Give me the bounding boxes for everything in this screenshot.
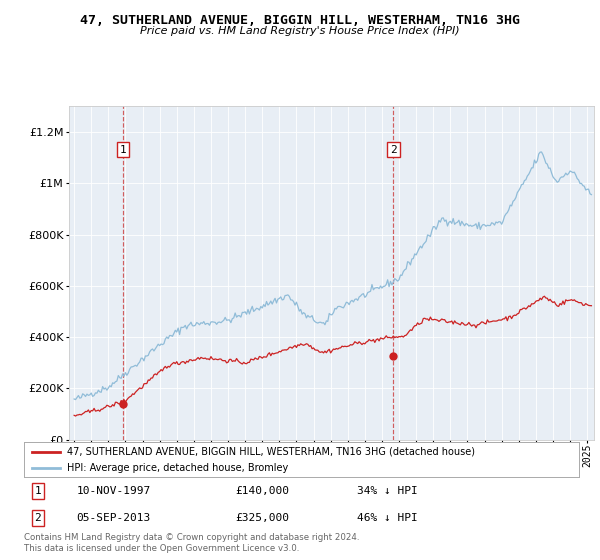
Text: £325,000: £325,000 <box>235 513 289 523</box>
Text: 1: 1 <box>119 144 127 155</box>
Text: 47, SUTHERLAND AVENUE, BIGGIN HILL, WESTERHAM, TN16 3HG (detached house): 47, SUTHERLAND AVENUE, BIGGIN HILL, WEST… <box>67 447 475 457</box>
Text: HPI: Average price, detached house, Bromley: HPI: Average price, detached house, Brom… <box>67 463 288 473</box>
Text: 2: 2 <box>390 144 397 155</box>
Text: £140,000: £140,000 <box>235 486 289 496</box>
Text: 2: 2 <box>35 513 41 523</box>
Text: 05-SEP-2013: 05-SEP-2013 <box>77 513 151 523</box>
Text: Contains HM Land Registry data © Crown copyright and database right 2024.
This d: Contains HM Land Registry data © Crown c… <box>24 533 359 553</box>
Text: 10-NOV-1997: 10-NOV-1997 <box>77 486 151 496</box>
Text: 34% ↓ HPI: 34% ↓ HPI <box>357 486 418 496</box>
Text: Price paid vs. HM Land Registry's House Price Index (HPI): Price paid vs. HM Land Registry's House … <box>140 26 460 36</box>
Text: 47, SUTHERLAND AVENUE, BIGGIN HILL, WESTERHAM, TN16 3HG: 47, SUTHERLAND AVENUE, BIGGIN HILL, WEST… <box>80 14 520 27</box>
Text: 1: 1 <box>35 486 41 496</box>
Text: 46% ↓ HPI: 46% ↓ HPI <box>357 513 418 523</box>
